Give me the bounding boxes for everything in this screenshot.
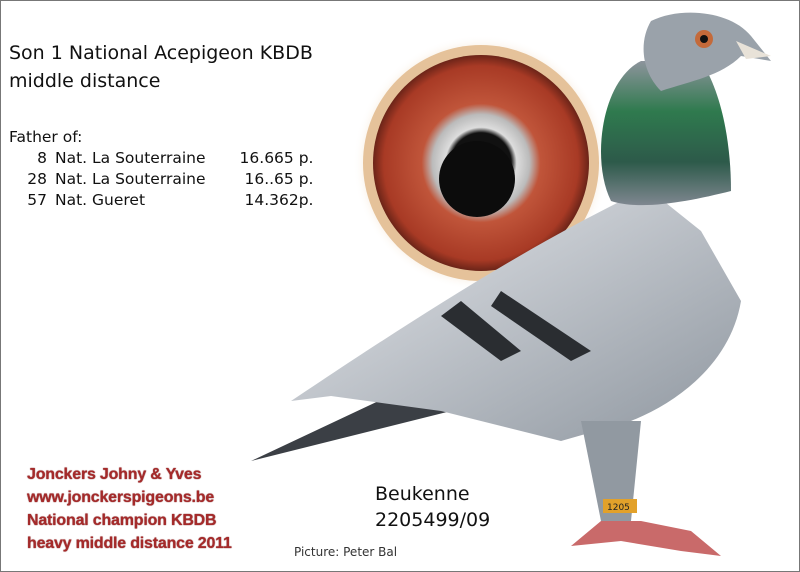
result-race: Nat. La Souterraine: [55, 149, 206, 167]
headline-line-1: Son 1 National Acepigeon KBDB: [9, 42, 313, 64]
father-of-label: Father of:: [9, 128, 83, 146]
photo-credit: Picture: Peter Bal: [294, 545, 398, 559]
result-place: 57: [27, 191, 47, 209]
bird-info: Beukenne 2205499/09: [375, 481, 490, 533]
result-row: 8 Nat. La Souterraine 16.665 p.: [21, 148, 317, 169]
eye-closeup: [353, 35, 609, 291]
bird-name: Beukenne: [375, 483, 470, 505]
owner-title-1: National champion KBDB: [27, 512, 217, 529]
owner-title-2: heavy middle distance 2011: [27, 535, 232, 552]
result-row: 28 Nat. La Souterraine 16..65 p.: [21, 169, 317, 190]
result-place: 8: [37, 149, 47, 167]
result-points: 14.362p.: [244, 191, 314, 209]
pigeon-body: 1205: [251, 12, 771, 556]
owner-website: www.jonckerspigeons.be: [27, 489, 215, 506]
result-race: Nat. La Souterraine: [55, 170, 206, 188]
result-race: Nat. Gueret: [55, 191, 146, 209]
owner-name: Jonckers Johny & Yves: [27, 466, 202, 483]
results-table: 8 Nat. La Souterraine 16.665 p. 28 Nat. …: [21, 148, 317, 211]
father-of-section: Father of: 8 Nat. La Souterraine 16.665 …: [9, 127, 317, 211]
headline-line-2: middle distance: [9, 70, 161, 92]
owner-block: Jonckers Johny & Yves www.jonckerspigeon…: [27, 463, 232, 555]
result-place: 28: [27, 170, 47, 188]
result-points: 16..65 p.: [244, 170, 314, 188]
leg-ring-tag: 1205: [607, 503, 630, 513]
bird-ring-number: 2205499/09: [375, 509, 491, 531]
headline: Son 1 National Acepigeon KBDB middle dis…: [9, 39, 313, 95]
result-row: 57 Nat. Gueret 14.362p.: [21, 190, 317, 211]
result-points: 16.665 p.: [239, 149, 314, 167]
